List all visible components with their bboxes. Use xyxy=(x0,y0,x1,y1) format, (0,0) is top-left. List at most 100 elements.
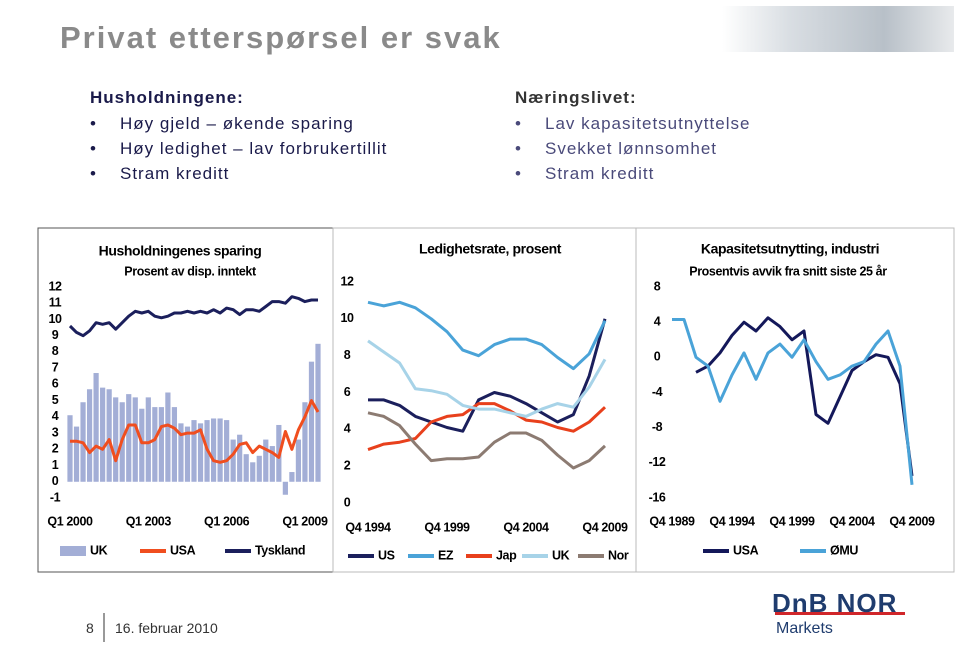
chart-frame xyxy=(635,227,955,573)
line xyxy=(367,411,607,470)
y-tick-label: -16 xyxy=(649,490,666,504)
y-tick-label: 0 xyxy=(344,495,351,509)
legend-label: Jap xyxy=(496,548,517,562)
block-heading: Næringslivet: xyxy=(515,88,637,107)
bar xyxy=(308,361,315,482)
x-tick-label: Q4 1999 xyxy=(424,520,470,534)
bar xyxy=(113,397,119,482)
bar xyxy=(171,407,178,482)
header-image xyxy=(722,6,954,52)
bar xyxy=(145,397,151,482)
y-tick-label: 8 xyxy=(52,344,59,358)
bar xyxy=(106,389,112,482)
bar xyxy=(73,426,80,482)
bar xyxy=(191,420,197,482)
bar xyxy=(210,418,217,482)
y-tick-label: -1 xyxy=(50,490,61,504)
line xyxy=(367,402,607,452)
bar xyxy=(67,415,73,482)
bar xyxy=(263,439,269,482)
bar xyxy=(315,343,321,482)
x-tick-label: Q1 2006 xyxy=(204,514,250,528)
bar xyxy=(132,397,138,482)
line xyxy=(367,339,607,418)
y-tick-label: 11 xyxy=(49,296,62,310)
chart-title: Ledighetsrate, prosent xyxy=(419,241,562,257)
legend-swatch xyxy=(60,546,86,556)
bar xyxy=(269,446,275,482)
x-tick-label: Q4 2004 xyxy=(503,520,549,534)
x-tick-label: Q4 2004 xyxy=(829,514,875,528)
y-tick-label: 3 xyxy=(52,425,59,439)
x-tick-label: Q1 2000 xyxy=(47,514,93,528)
y-tick-label: 2 xyxy=(344,458,351,472)
y-tick-label: 4 xyxy=(52,409,59,423)
y-tick-label: 4 xyxy=(344,422,351,436)
line xyxy=(68,295,318,338)
bar xyxy=(217,418,223,482)
x-tick-label: Q4 2009 xyxy=(582,520,628,534)
y-tick-label: 6 xyxy=(344,385,351,399)
y-tick-label: 12 xyxy=(48,279,62,293)
x-tick-label: Q4 2009 xyxy=(889,514,935,528)
bar xyxy=(197,423,204,482)
legend-label: Nor xyxy=(608,548,629,562)
bullet: Stram kreditt xyxy=(515,164,750,184)
y-tick-label: 12 xyxy=(340,274,354,288)
chart-subtitle: Prosentvis avvik fra snitt siste 25 år xyxy=(689,264,887,278)
legend-label: ØMU xyxy=(830,543,858,557)
household-block: Husholdningene: Høy gjeld – økende spari… xyxy=(90,88,387,189)
x-tick-label: Q4 1999 xyxy=(769,514,815,528)
chart-subtitle: Prosent av disp. inntekt xyxy=(124,264,257,278)
y-tick-label: 0 xyxy=(654,350,661,364)
legend-label: USA xyxy=(170,543,196,557)
x-tick-label: Q1 2003 xyxy=(126,514,172,528)
y-tick-label: 6 xyxy=(52,377,59,391)
y-tick-label: 1 xyxy=(52,458,59,472)
bar xyxy=(178,423,184,482)
legend-label: US xyxy=(378,548,395,562)
x-tick-label: Q4 1994 xyxy=(345,520,391,534)
bar xyxy=(243,454,249,482)
bar xyxy=(295,439,302,482)
slide-title: Privat etterspørsel er svak xyxy=(60,20,502,55)
logo: DnB NOR xyxy=(772,588,898,618)
bar xyxy=(93,373,99,482)
bar xyxy=(139,408,145,482)
line xyxy=(695,316,914,477)
y-tick-label: 10 xyxy=(340,311,354,325)
chart-title: Husholdningenes sparing xyxy=(99,243,262,259)
bar xyxy=(100,387,106,482)
legend-label: UK xyxy=(90,543,108,557)
legend-label: USA xyxy=(733,543,759,557)
legend-label: Tyskland xyxy=(255,543,305,557)
x-tick-label: Q1 2009 xyxy=(282,514,328,528)
page-number: 8 xyxy=(86,620,94,636)
bullet: Svekket lønnsomhet xyxy=(515,139,750,159)
y-tick-label: 8 xyxy=(654,279,661,293)
y-tick-label: 2 xyxy=(52,442,59,456)
y-tick-label: 4 xyxy=(654,314,661,328)
block-heading: Husholdningene: xyxy=(90,88,244,107)
bullet: Stram kreditt xyxy=(90,164,387,184)
business-block: Næringslivet: Lav kapasitetsutnyttelse S… xyxy=(515,88,750,189)
line xyxy=(70,399,320,464)
date: 16. februar 2010 xyxy=(115,620,218,636)
bar xyxy=(256,455,262,482)
bar xyxy=(230,439,236,482)
y-tick-label: -4 xyxy=(652,385,663,399)
x-tick-label: Q4 1994 xyxy=(709,514,755,528)
bar xyxy=(302,402,308,482)
logo-sub: Markets xyxy=(776,620,833,637)
bar xyxy=(184,426,191,482)
bar xyxy=(224,420,230,482)
line xyxy=(672,318,914,485)
y-tick-label: 8 xyxy=(344,348,351,362)
y-tick-label: 10 xyxy=(48,312,62,326)
bar xyxy=(282,481,288,495)
bar xyxy=(152,407,158,482)
bar xyxy=(158,407,164,482)
y-tick-label: -12 xyxy=(649,455,666,469)
y-tick-label: 0 xyxy=(52,474,59,488)
